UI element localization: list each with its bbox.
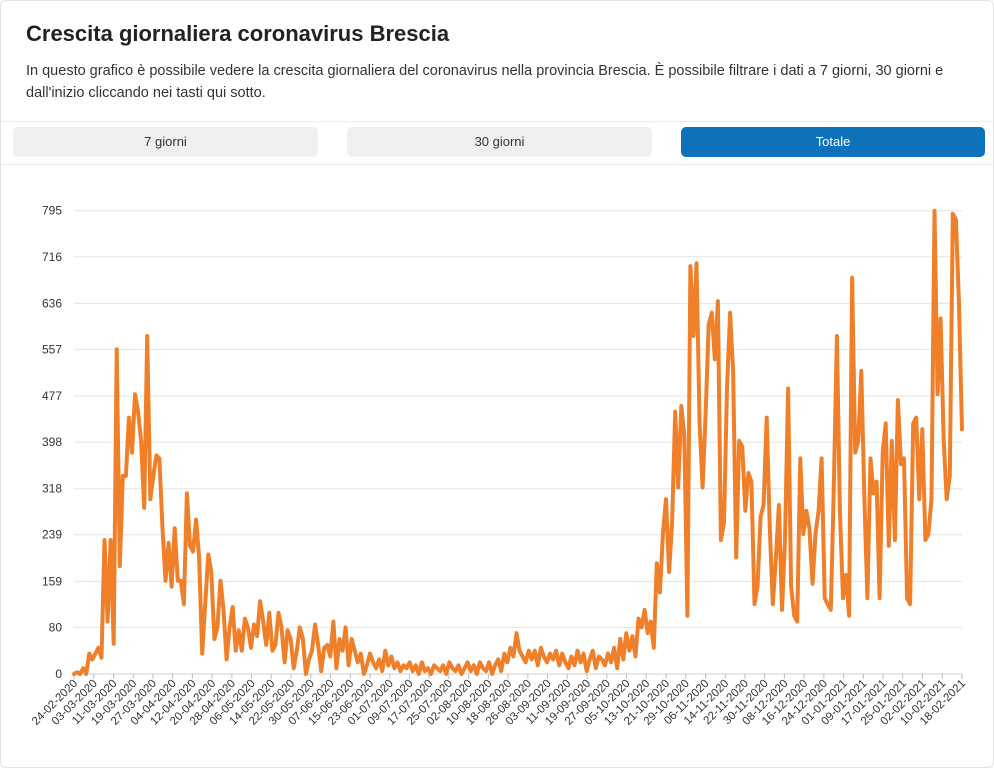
- chart-area: 0 80 159 239 318 398 477 557 636 716 795 24-02-202…: [0, 164, 994, 768]
- daily-growth-chart: 0 80 159 239 318 398 477 557 636 716 795 24-02-202…: [30, 204, 968, 728]
- x-axis: 24-02-202003-03-202011-03-202019-03-2020…: [30, 673, 968, 728]
- y-axis-ticks: 0 80 159 239 318 398 477 557 636 716 795: [42, 204, 62, 681]
- y-tick-label: 795: [42, 204, 62, 218]
- y-tick-label: 716: [42, 250, 62, 264]
- filter-30-days-button[interactable]: 30 giorni: [347, 127, 652, 157]
- filter-7-days-button[interactable]: 7 giorni: [13, 127, 318, 157]
- y-tick-label: 398: [42, 435, 62, 449]
- filter-bar: 7 giorni 30 giorni Totale: [1, 121, 993, 165]
- series-layer: [72, 208, 964, 676]
- y-tick-label: 239: [42, 528, 62, 542]
- y-tick-label: 80: [49, 620, 63, 634]
- page-description: In questo grafico è possibile vedere la …: [26, 63, 944, 101]
- filter-total-button[interactable]: Totale: [681, 127, 985, 157]
- y-tick-label: 636: [42, 296, 62, 310]
- y-tick-label: 0: [55, 667, 62, 681]
- y-tick-label: 557: [42, 342, 62, 356]
- page-title: Crescita giornaliera coronavirus Brescia: [26, 21, 450, 46]
- series-line: [72, 208, 964, 676]
- card-header: Crescita giornaliera coronavirus Brescia…: [1, 1, 993, 122]
- y-tick-label: 159: [42, 574, 62, 588]
- y-tick-label: 477: [42, 389, 62, 403]
- y-tick-label: 318: [42, 482, 62, 496]
